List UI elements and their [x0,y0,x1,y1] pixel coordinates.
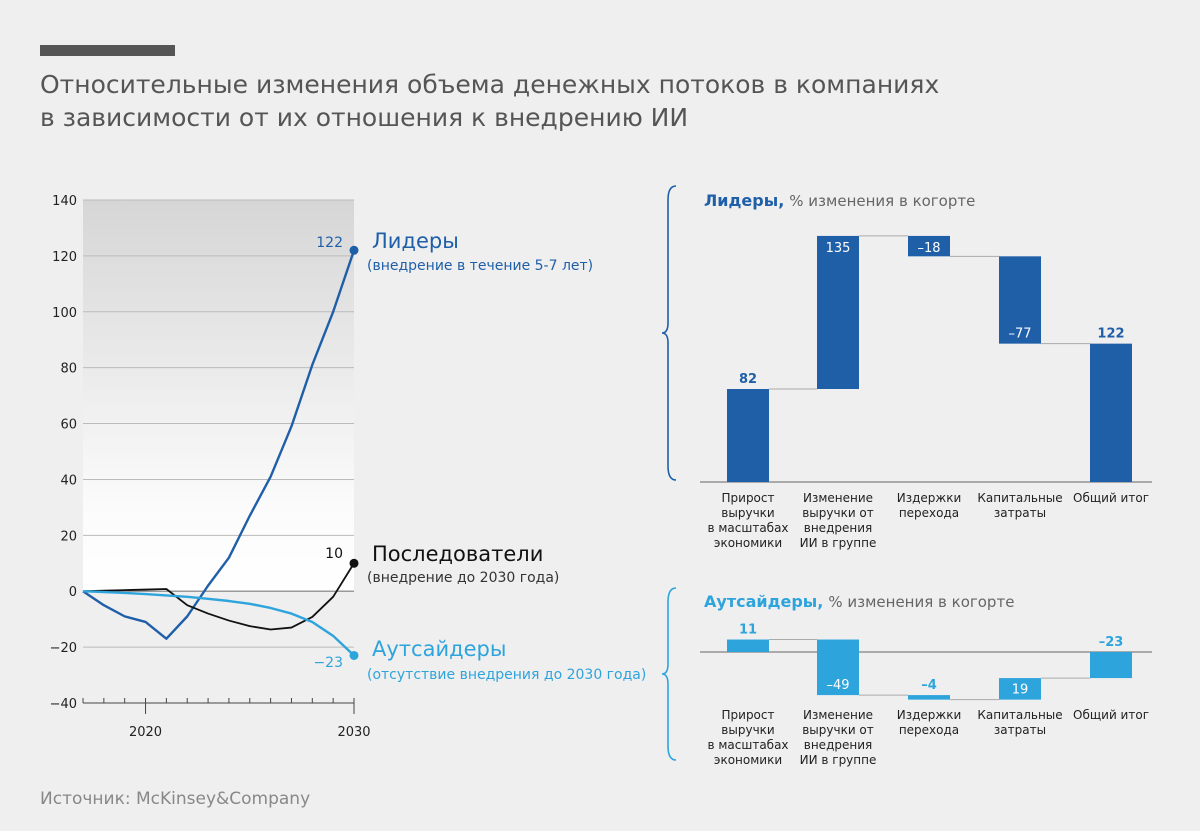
y-tick-label: −20 [50,641,77,656]
y-tick-label: 120 [52,250,77,265]
bar-value-label: 11 [739,623,757,638]
brace [661,185,677,481]
line-chart: 140 120 100 80 60 40 20 0 −20 −40 2020 2030 122 Лидер… [50,194,647,740]
category-label: затраты [994,506,1046,520]
leaders-waterfall: Лидеры,% изменения в когорте82Прироствыр… [661,185,1152,550]
waterfall-bar [1090,652,1132,679]
waterfall-bar [999,678,1041,700]
y-tick-label: 40 [60,473,77,488]
series-name: Лидеры [372,229,459,253]
waterfall-subtitle: % изменения в когорте [789,192,975,210]
category-label: выручки [721,723,774,737]
series-end-point [349,245,359,255]
series-end-point [349,558,359,568]
series-line-0 [82,249,356,640]
series-line-1 [82,562,355,631]
bar-value-label: –4 [921,678,937,693]
y-tick-label: 60 [60,418,77,433]
header-bar [40,45,175,56]
category-label: Капитальные [977,491,1062,505]
y-tick-label: −40 [50,697,77,712]
category-label: Общий итог [1073,708,1149,722]
category-label: выручки от [802,723,874,737]
bar-value-label: –49 [826,678,849,693]
waterfall-bar [817,235,859,390]
category-label: Прирост [722,491,775,505]
y-tick-label: 100 [52,306,77,321]
series-note: (внедрение в течение 5-7 лет) [367,258,593,274]
bar-value-label: 82 [739,372,757,387]
category-label: Прирост [722,708,775,722]
bar-value-label: –77 [1008,327,1031,342]
waterfall-title: Аутсайдеры, % изменения в когорте [704,592,1014,611]
waterfall-bar [908,235,950,257]
series-note: (внедрение до 2030 года) [367,570,559,586]
series-end-label: −23 [313,655,343,671]
bar-value-label: 135 [826,241,851,256]
category-label: выручки от [802,506,874,520]
category-label: Капитальные [977,708,1062,722]
plot-background [83,200,354,592]
brace [661,587,677,761]
waterfall-title-name: Лидеры, [704,191,784,210]
title-line-1: Относительные изменения объема денежных … [40,70,939,99]
waterfall-title-name: Аутсайдеры, [704,592,823,611]
y-tick-label: 80 [60,362,77,377]
title-line-2: в зависимости от их отношения к внедрени… [40,103,688,132]
waterfall-title: Лидеры, % изменения в когорте [704,191,975,210]
waterfall-bar [908,695,950,700]
waterfall-bar [727,389,769,482]
category-label: в масштабах [707,738,788,752]
x-tick-label: 2030 [337,725,370,740]
category-label: Издержки [897,491,962,505]
category-label: затраты [994,723,1046,737]
category-label: перехода [899,723,959,737]
category-label: Изменение [803,708,873,722]
series-line-2 [82,590,355,657]
bar-value-label: 19 [1012,683,1029,698]
category-label: внедрения [804,521,872,535]
series-name: Аутсайдеры [372,637,506,661]
category-label: ИИ в группе [800,536,877,550]
y-tick-label: 0 [69,585,77,600]
series-end-point [349,650,359,660]
waterfall-subtitle: % изменения в когорте [828,593,1014,611]
waterfall-bar [1090,343,1132,482]
y-tick-label: 140 [52,194,77,209]
bar-value-label: –18 [917,241,940,256]
source: Источник: McKinsey&Company [40,789,310,809]
series-name: Последователи [372,542,543,566]
bar-value-label: –23 [1099,635,1124,650]
category-label: Издержки [897,708,962,722]
x-tick-label: 2020 [129,725,162,740]
series-note: (отсутствие внедрения до 2030 года) [367,667,646,683]
bar-value-label: 122 [1097,327,1124,342]
category-label: Изменение [803,491,873,505]
waterfall-bar [999,256,1041,344]
category-label: выручки [721,506,774,520]
category-label: Общий итог [1073,491,1149,505]
category-label: экономики [714,536,782,550]
category-label: в масштабах [707,521,788,535]
category-label: перехода [899,506,959,520]
y-tick-label: 20 [60,529,77,544]
category-label: экономики [714,753,782,767]
series-end-label: 122 [316,235,343,251]
category-label: внедрения [804,738,872,752]
waterfall-bar [727,639,769,652]
series-end-label: 10 [325,546,343,562]
waterfall-bar [817,639,859,696]
outsiders-waterfall: Аутсайдеры, % изменения в когорте 11 Прирос… [661,587,1152,767]
category-label: ИИ в группе [800,753,877,767]
